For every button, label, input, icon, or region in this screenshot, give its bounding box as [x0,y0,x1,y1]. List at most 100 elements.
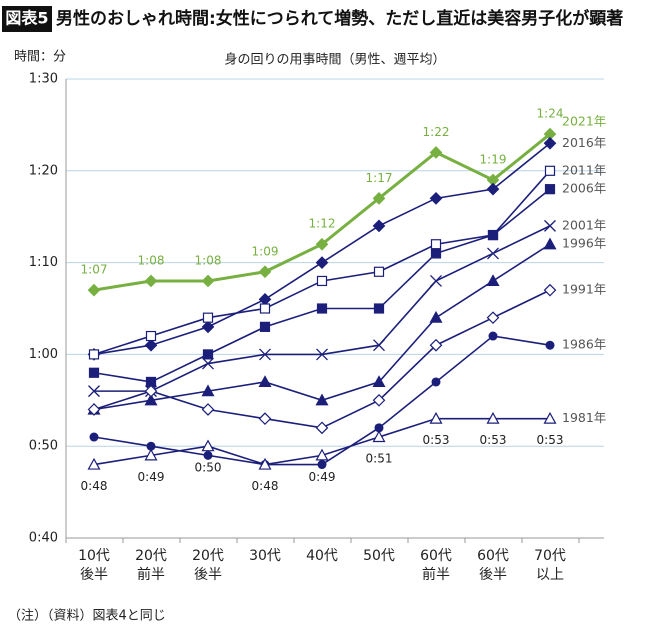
y-tick-label: 1:10 [29,255,58,270]
marker [372,191,386,205]
x-tick-label: 後半 [80,567,108,583]
marker [430,239,442,250]
marker [429,411,443,424]
x-tick-label: 50代 [363,548,395,564]
marker [258,457,272,470]
marker [429,146,443,159]
marker [87,403,101,416]
data-label: 0:49 [138,470,165,484]
marker [544,219,556,232]
marker [544,184,556,195]
marker [487,229,499,241]
x-tick-label: 30代 [249,548,281,564]
x-tick-label: 前半 [422,566,450,583]
marker [144,393,158,406]
marker [543,136,557,150]
marker [373,339,385,352]
marker [373,266,385,277]
marker [202,349,214,360]
subtitle: 身の回りの用事時間（男性、週平均） [224,52,445,68]
marker [372,430,386,443]
marker [315,237,329,251]
marker [201,403,215,416]
marker [486,274,500,287]
marker [315,256,329,269]
marker [87,457,101,470]
badge-bg [2,6,52,32]
y-tick-label: 0:40 [29,531,58,546]
marker [316,303,328,314]
x-tick-label: 60代 [420,548,452,564]
marker [486,311,500,325]
marker [202,357,214,370]
x-tick-label: 70代 [534,548,566,564]
data-label: 0:51 [366,452,393,466]
legend-label: 1996年 [562,236,606,251]
marker [544,165,556,176]
legend-label: 2016年 [562,135,606,150]
data-label: 1:19 [480,152,507,166]
marker [486,182,500,196]
data-label: 0:49 [309,470,336,484]
data-label: 1:09 [252,244,279,258]
marker [488,331,498,341]
data-label: 1:08 [195,253,222,267]
marker [374,423,384,433]
marker [486,411,500,424]
marker [89,432,99,442]
marker [144,448,158,461]
data-label: 1:07 [81,263,108,277]
marker [201,274,215,288]
marker [87,283,101,297]
marker [315,448,329,461]
marker [88,367,100,378]
x-tick-label: 前半 [137,566,165,583]
legend-label: 1986年 [562,337,606,352]
marker [259,303,271,314]
badge: 図表5 [5,9,48,28]
marker [543,411,557,424]
marker [88,349,100,360]
marker [258,265,272,279]
data-label: 0:53 [480,433,507,447]
marker [372,219,386,233]
x-tick-label: 40代 [306,548,338,564]
x-tick-label: 60代 [477,548,509,564]
series-line [93,243,551,411]
marker [88,385,100,398]
y-axis-label: 時間：分 [14,50,66,65]
footnote: （注）（資料）図表4と同じ [8,609,166,624]
data-label: 0:48 [81,479,108,493]
marker [259,348,271,361]
data-label: 0:50 [195,461,222,475]
marker [315,421,329,435]
x-tick-label: 後半 [194,567,222,583]
marker [429,338,443,352]
chart-title: 男性のおしゃれ時間:女性につられて増勢、ただし直近は美容男子化が顕著 [56,8,623,29]
marker [258,412,272,426]
marker [258,375,272,388]
x-tick-label: 後半 [479,567,507,583]
data-label: 0:48 [252,479,279,493]
marker [144,384,158,398]
legend-label: 1991年 [562,282,606,297]
marker [431,377,441,387]
marker [202,312,214,323]
marker [372,393,386,407]
marker [545,340,555,350]
y-tick-label: 1:30 [29,72,58,87]
marker [201,384,215,397]
marker [315,393,329,406]
marker [146,441,156,451]
marker [372,375,386,388]
x-tick-label: 20代 [192,548,224,564]
marker [203,450,213,460]
data-label: 1:24 [537,107,564,121]
legend-label: 1981年 [562,410,606,425]
marker [144,338,158,352]
data-label: 0:53 [537,433,564,447]
marker [373,303,385,314]
x-tick-label: 10代 [78,548,110,564]
marker [430,275,442,287]
